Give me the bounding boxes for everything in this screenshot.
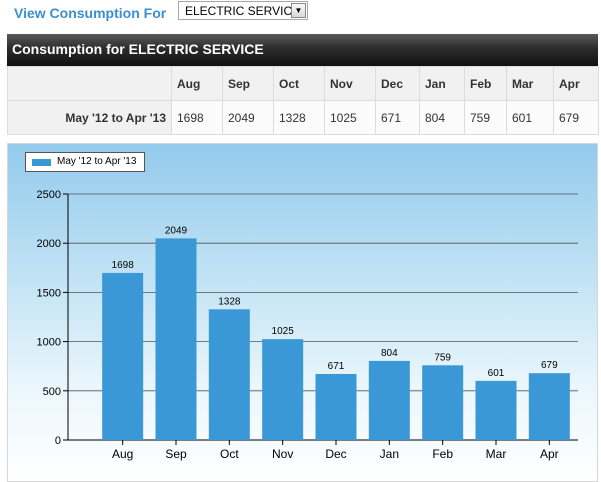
x-tick-label: Aug [112, 447, 133, 461]
x-tick-label: Jan [380, 447, 399, 461]
data-label: 1025 [272, 326, 295, 337]
table-cell: 804 [419, 100, 465, 135]
consumption-table: Aug Sep Oct Nov Dec Jan Feb Mar Apr May … [7, 66, 599, 135]
table-cell: 1328 [273, 100, 325, 135]
month-header: Aug [171, 66, 223, 101]
chevron-down-icon[interactable]: ▼ [291, 3, 306, 18]
data-label: 601 [488, 368, 505, 379]
table-cell: 601 [506, 100, 554, 135]
bar [475, 380, 517, 440]
data-label: 759 [434, 352, 451, 363]
data-label: 2049 [165, 225, 188, 236]
data-label: 679 [541, 360, 558, 371]
consumption-title: Consumption for ELECTRIC SERVICE [12, 41, 264, 57]
table-header-row: Aug Sep Oct Nov Dec Jan Feb Mar Apr [7, 66, 599, 101]
bar [528, 373, 570, 440]
x-tick-label: Nov [272, 447, 293, 461]
y-tick-label: 1500 [37, 287, 61, 299]
bar [368, 360, 410, 440]
data-label: 1698 [112, 260, 135, 271]
legend-swatch [32, 159, 51, 166]
y-tick-label: 2000 [37, 238, 61, 250]
table-row: May '12 to Apr '13 1698 2049 1328 1025 6… [7, 100, 599, 135]
service-select[interactable]: ELECTRIC SERVICE ▼ [178, 1, 308, 20]
y-tick-label: 500 [43, 386, 61, 398]
bar [422, 365, 464, 440]
x-tick-label: Mar [486, 447, 507, 461]
data-label: 804 [381, 348, 398, 359]
bar [262, 339, 304, 440]
month-header: Dec [375, 66, 420, 101]
bar [102, 272, 144, 440]
table-cell: 1698 [171, 100, 223, 135]
x-tick-label: Sep [165, 447, 187, 461]
service-select-value: ELECTRIC SERVICE [185, 4, 301, 18]
table-cell: 2049 [222, 100, 274, 135]
table-cell: 671 [375, 100, 420, 135]
month-header: Feb [464, 66, 507, 101]
month-header: Nov [324, 66, 376, 101]
table-cell: 679 [553, 100, 599, 135]
row-label: May '12 to Apr '13 [7, 100, 172, 135]
bar [315, 373, 357, 440]
y-tick-label: 0 [55, 435, 61, 447]
view-consumption-label: View Consumption For [14, 5, 167, 21]
x-tick-label: Feb [432, 447, 453, 461]
y-tick-label: 2500 [37, 189, 61, 201]
consumption-header: Consumption for ELECTRIC SERVICE [7, 34, 598, 66]
month-header: Oct [273, 66, 325, 101]
x-tick-label: Oct [220, 447, 239, 461]
bar [155, 238, 197, 440]
x-tick-label: Apr [540, 447, 559, 461]
legend-label: May '12 to Apr '13 [57, 156, 137, 167]
month-header: Apr [553, 66, 599, 101]
y-tick-label: 1000 [37, 337, 61, 349]
top-bar: View Consumption For ELECTRIC SERVICE ▼ [0, 0, 601, 30]
month-header: Sep [222, 66, 274, 101]
bar [208, 309, 250, 440]
month-header: Mar [506, 66, 554, 101]
chart-legend: May '12 to Apr '13 [25, 152, 145, 172]
x-tick-label: Dec [325, 447, 346, 461]
data-label: 1328 [218, 296, 241, 307]
data-label: 671 [328, 361, 345, 372]
